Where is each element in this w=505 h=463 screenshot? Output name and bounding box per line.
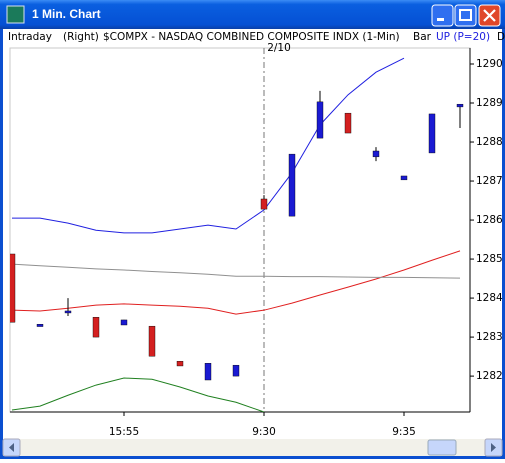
y-tick-label: 1288 [476, 136, 503, 148]
header-symbol: $COMPX - NASDAQ COMBINED COMPOSITE INDX … [103, 31, 400, 43]
x-tick-label: 9:35 [392, 426, 416, 438]
plot-area [9, 47, 471, 413]
candle-body [232, 364, 240, 377]
window-title: 1 Min. Chart [32, 7, 101, 21]
maximize-button[interactable] [454, 4, 477, 27]
app-icon [6, 5, 25, 24]
candle-body [400, 175, 408, 181]
y-tick-label: 1287 [476, 175, 503, 187]
y-tick-label: 1285 [476, 253, 503, 265]
candle-body [456, 103, 464, 108]
candle-body [176, 361, 184, 367]
title-bar [0, 0, 505, 29]
header-indicator: UP (P=20) [436, 31, 490, 43]
candle-body [428, 113, 436, 154]
candle-body [260, 198, 268, 210]
h-scrollbar[interactable] [2, 438, 503, 457]
y-tick-label: 1289 [476, 97, 503, 109]
candle-body [372, 150, 380, 158]
candle-body [64, 310, 72, 314]
y-tick-label: 1290 [476, 58, 503, 70]
close-button[interactable] [478, 4, 501, 27]
date-annotation: 2/10 [267, 42, 291, 54]
candle-body [92, 316, 100, 338]
y-tick-label: 1286 [476, 214, 503, 226]
y-tick-label: 1283 [476, 331, 503, 343]
header-side: (Right) [63, 31, 99, 43]
minimize-button[interactable] [431, 4, 454, 27]
header-style: Bar [413, 31, 432, 43]
candle-body [344, 112, 352, 134]
x-tick-label: 9:30 [252, 426, 276, 438]
candle-body [10, 253, 16, 323]
candle-body [316, 101, 324, 139]
x-tick-label: 15:55 [109, 426, 139, 438]
header-mode: Intraday [8, 31, 52, 43]
candle-body [204, 363, 212, 381]
indicator-line [12, 57, 405, 234]
y-tick-label: 1284 [476, 292, 503, 304]
indicator-line [11, 377, 265, 412]
plot [10, 48, 464, 412]
y-tick-label: 1282 [476, 370, 503, 382]
candle-body [148, 325, 156, 357]
candle-body [288, 153, 296, 217]
candle-body [36, 324, 44, 327]
candle-body [120, 319, 128, 326]
header-cut: D [497, 31, 505, 43]
indicator-line [11, 263, 461, 279]
indicator-line [11, 250, 461, 315]
